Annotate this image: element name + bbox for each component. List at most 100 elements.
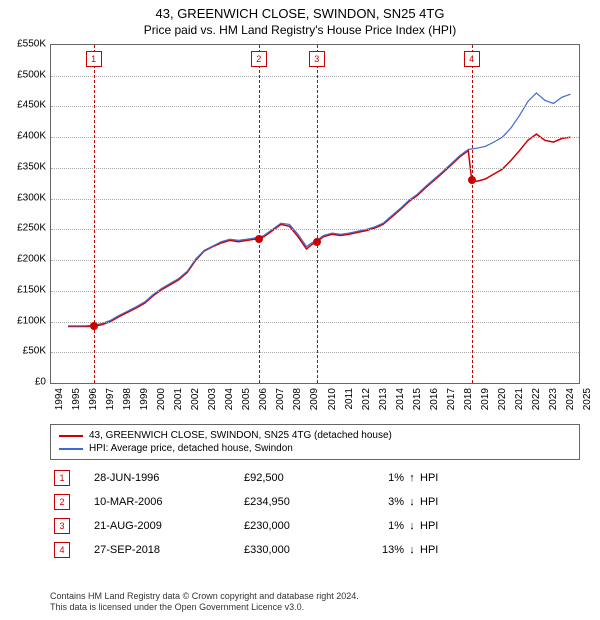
transaction-marker-box: 2 [54,494,70,510]
transactions-table: 128-JUN-1996£92,5001%↑HPI210-MAR-2006£23… [50,466,580,562]
x-tick-label: 2022 [531,388,542,410]
x-tick-label: 1999 [139,388,150,410]
marker-box: 1 [86,51,102,67]
y-tick-label: £450K [0,100,46,111]
transaction-price: £92,500 [244,472,364,484]
y-tick-label: £50K [0,346,46,357]
transaction-pct: 3% [364,496,404,508]
x-tick-label: 2011 [344,388,355,410]
marker-line [317,45,318,383]
footer-attribution: Contains HM Land Registry data © Crown c… [50,591,359,614]
x-tick-label: 2005 [241,388,252,410]
legend-item: 43, GREENWICH CLOSE, SWINDON, SN25 4TG (… [59,429,571,442]
gridline [51,106,579,107]
marker-box: 4 [464,51,480,67]
transaction-hpi-label: HPI [420,544,460,556]
arrow-icon: ↓ [404,520,420,532]
y-tick-label: £200K [0,254,46,265]
y-tick-label: £550K [0,39,46,50]
legend: 43, GREENWICH CLOSE, SWINDON, SN25 4TG (… [50,424,580,460]
transaction-row: 4 27-SEP-2018£330,00013%↓HPI [50,538,580,562]
gridline [51,322,579,323]
marker-dot [313,238,321,246]
y-tick-label: £0 [0,377,46,388]
transaction-hpi-label: HPI [420,496,460,508]
legend-swatch [59,448,83,450]
x-tick-label: 2020 [497,388,508,410]
transaction-price: £234,950 [244,496,364,508]
x-tick-label: 1998 [122,388,133,410]
x-tick-label: 2016 [429,388,440,410]
gridline [51,137,579,138]
gridline [51,76,579,77]
transaction-row: 3 21-AUG-2009£230,0001%↓HPI [50,514,580,538]
marker-dot [468,176,476,184]
chart-title: 43, GREENWICH CLOSE, SWINDON, SN25 4TG [0,0,600,21]
x-tick-label: 1995 [71,388,82,410]
gridline [51,260,579,261]
transaction-marker-box: 4 [54,542,70,558]
x-tick-label: 2008 [292,388,303,410]
transaction-marker-box: 1 [54,470,70,486]
legend-swatch [59,435,83,437]
transaction-price: £230,000 [244,520,364,532]
x-tick-label: 2007 [275,388,286,410]
y-tick-label: £350K [0,161,46,172]
line-series-svg [51,45,579,383]
plot-area: 1 2 3 4 [50,44,580,384]
marker-box: 3 [309,51,325,67]
arrow-icon: ↓ [404,496,420,508]
footer-line-1: Contains HM Land Registry data © Crown c… [50,591,359,603]
transaction-row: 1 28-JUN-1996£92,5001%↑HPI [50,466,580,490]
arrow-icon: ↑ [404,472,420,484]
gridline [51,291,579,292]
x-tick-label: 2001 [173,388,184,410]
arrow-icon: ↓ [404,544,420,556]
marker-dot [90,322,98,330]
transaction-date: 27-SEP-2018 [94,544,244,556]
x-tick-label: 2009 [309,388,320,410]
footer-line-2: This data is licensed under the Open Gov… [50,602,359,614]
marker-line [94,45,95,383]
transaction-date: 21-AUG-2009 [94,520,244,532]
y-tick-label: £500K [0,69,46,80]
x-tick-label: 2017 [446,388,457,410]
transaction-date: 28-JUN-1996 [94,472,244,484]
x-tick-label: 1997 [105,388,116,410]
y-tick-label: £300K [0,192,46,203]
marker-line [472,45,473,383]
marker-box: 2 [251,51,267,67]
legend-item: HPI: Average price, detached house, Swin… [59,442,571,455]
x-tick-label: 2019 [480,388,491,410]
x-tick-label: 2010 [327,388,338,410]
x-tick-label: 2013 [378,388,389,410]
y-tick-label: £150K [0,284,46,295]
x-tick-label: 2006 [258,388,269,410]
y-tick-label: £100K [0,315,46,326]
x-tick-label: 2000 [156,388,167,410]
x-tick-label: 2004 [224,388,235,410]
gridline [51,229,579,230]
transaction-pct: 1% [364,472,404,484]
x-tick-label: 2003 [207,388,218,410]
chart-container: 43, GREENWICH CLOSE, SWINDON, SN25 4TG P… [0,0,600,620]
transaction-pct: 13% [364,544,404,556]
x-tick-label: 1994 [54,388,65,410]
x-tick-label: 2014 [395,388,406,410]
transaction-hpi-label: HPI [420,472,460,484]
x-tick-label: 2021 [514,388,525,410]
x-tick-label: 2015 [412,388,423,410]
transaction-pct: 1% [364,520,404,532]
y-tick-label: £250K [0,223,46,234]
transaction-price: £330,000 [244,544,364,556]
marker-line [259,45,260,383]
x-tick-label: 2018 [463,388,474,410]
x-tick-label: 2025 [582,388,593,410]
transaction-marker-box: 3 [54,518,70,534]
marker-dot [255,235,263,243]
x-tick-label: 2023 [548,388,559,410]
chart-subtitle: Price paid vs. HM Land Registry's House … [0,21,600,37]
transaction-hpi-label: HPI [420,520,460,532]
x-tick-label: 2012 [361,388,372,410]
x-tick-label: 2024 [565,388,576,410]
